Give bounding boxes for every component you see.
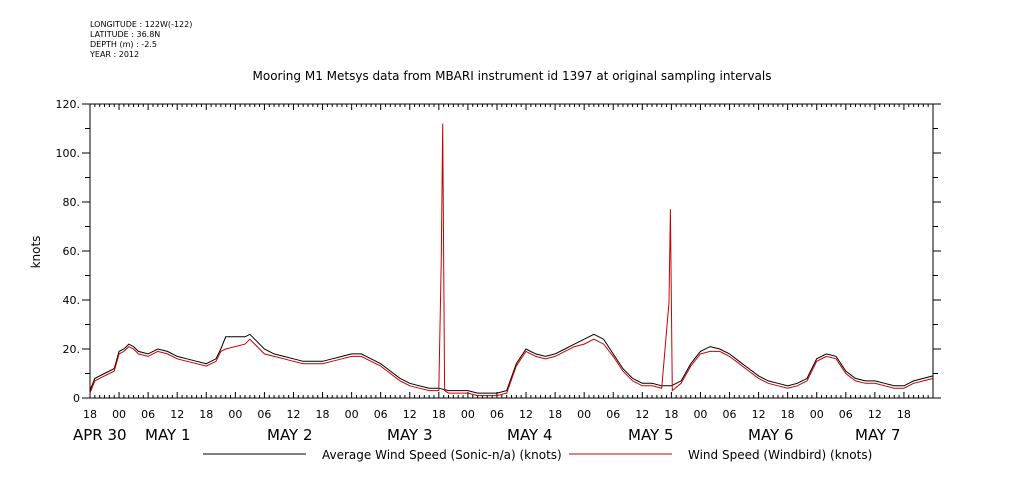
date-label: MAY 7	[855, 426, 901, 444]
x-tick-label: 06	[374, 408, 388, 421]
date-labels: APR 30 MAY 1 MAY 2 MAY 3 MAY 4 MAY 5 MAY 6 MAY …	[73, 426, 901, 444]
x-tick-label: 00	[228, 408, 242, 421]
x-tick-label: 00	[461, 408, 475, 421]
y-tick-labels: 0 20. 40. 60. 80. 100. 120.	[56, 98, 81, 405]
series-line-average-wind	[89, 333, 934, 394]
legend-label-average-wind: Average Wind Speed (Sonic-n/a) (knots)	[322, 448, 562, 462]
x-tick-label: 06	[839, 408, 853, 421]
x-tick-label: 00	[577, 408, 591, 421]
legend-label-windbird: Wind Speed (Windbird) (knots)	[688, 448, 872, 462]
x-tick-label: 18	[548, 408, 562, 421]
x-tick-label: 18	[199, 408, 213, 421]
date-label: MAY 4	[507, 426, 553, 444]
y-tick-label: 100.	[56, 147, 81, 160]
x-tick-labels: 18 00 06 12 18 00 06 12 18 00 06 12 18 00 06 12 18 00 06 12…	[83, 408, 911, 421]
x-tick-label: 06	[490, 408, 504, 421]
x-tick-label: 18	[664, 408, 678, 421]
legend: Average Wind Speed (Sonic-n/a) (knots) W…	[203, 448, 872, 462]
plot-frame	[89, 103, 934, 399]
x-tick-label: 12	[403, 408, 417, 421]
x-tick-label: 12	[752, 408, 766, 421]
x-tick-label: 06	[257, 408, 271, 421]
location-metadata: LONGITUDE : 122W(-122) LATITUDE : 36.8N …	[90, 20, 192, 60]
x-tick-label: 06	[723, 408, 737, 421]
year-text: YEAR : 2012	[90, 50, 140, 59]
chart-title: Mooring M1 Metsys data from MBARI instru…	[253, 69, 772, 83]
y-tick-label: 0	[73, 392, 80, 405]
date-label: MAY 5	[628, 426, 674, 444]
x-tick-label: 00	[693, 408, 707, 421]
x-tick-label: 06	[606, 408, 620, 421]
y-tick-label: 120.	[56, 98, 81, 111]
x-tick-label: 00	[345, 408, 359, 421]
axis-ticks	[82, 103, 941, 399]
x-tick-label: 12	[868, 408, 882, 421]
depth-text: DEPTH (m) : -2.5	[90, 40, 157, 49]
y-tick-label: 20.	[63, 343, 81, 356]
series-line-windbird	[89, 123, 934, 397]
x-tick-label: 12	[170, 408, 184, 421]
date-label: MAY 1	[145, 426, 191, 444]
date-label: APR 30	[73, 426, 127, 444]
x-tick-label: 00	[112, 408, 126, 421]
x-tick-label: 18	[432, 408, 446, 421]
x-tick-label: 12	[286, 408, 300, 421]
y-tick-label: 60.	[63, 245, 81, 258]
x-tick-label: 00	[810, 408, 824, 421]
x-tick-label: 18	[897, 408, 911, 421]
x-tick-label: 12	[519, 408, 533, 421]
x-tick-label: 18	[316, 408, 330, 421]
x-tick-label: 18	[781, 408, 795, 421]
longitude-text: LONGITUDE : 122W(-122)	[90, 20, 193, 29]
y-tick-label: 80.	[63, 196, 81, 209]
y-axis-label: knots	[29, 236, 43, 269]
latitude-text: LATITUDE : 36.8N	[90, 30, 161, 39]
x-tick-label: 18	[83, 408, 97, 421]
date-label: MAY 2	[267, 426, 313, 444]
x-tick-label: 12	[635, 408, 649, 421]
y-tick-label: 40.	[63, 294, 81, 307]
date-label: MAY 3	[387, 426, 433, 444]
x-tick-label: 06	[141, 408, 155, 421]
data-series	[89, 123, 934, 397]
date-label: MAY 6	[748, 426, 794, 444]
